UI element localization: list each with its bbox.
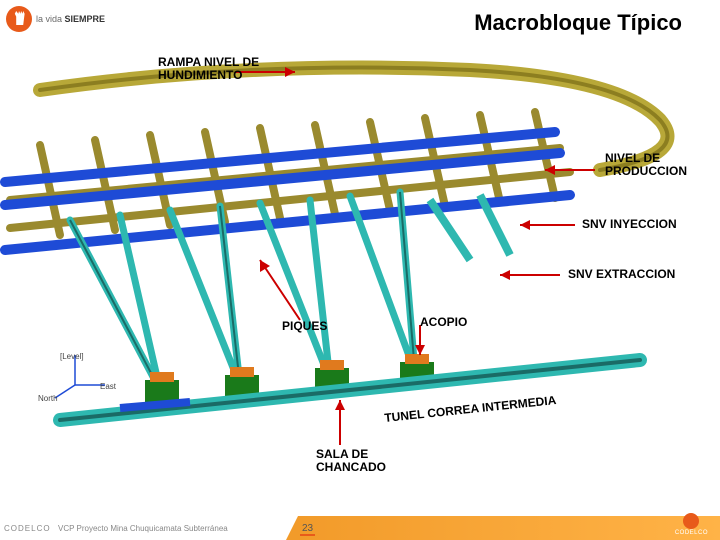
macrobloque-diagram [0, 50, 720, 480]
axis-east: East [100, 382, 116, 391]
page-title: Macrobloque Típico [474, 10, 682, 36]
axis-north: North [38, 394, 58, 403]
page-number: 23 [300, 523, 315, 536]
footer-brand-left: CODELCO [0, 516, 58, 540]
label-piques: PIQUES [282, 320, 327, 333]
logo-br-text: CODELCO [675, 530, 708, 536]
footer-bar [298, 516, 720, 540]
logo-br-icon [683, 513, 699, 529]
axis-level: [Level] [60, 352, 84, 361]
label-acopio: ACOPIO [420, 316, 467, 329]
logo-bottom-right: CODELCO [675, 513, 708, 536]
label-snv-inyeccion: SNV INYECCION [582, 218, 677, 231]
footer-project-name: VCP Proyecto Mina Chuquicamata Subterrán… [58, 516, 298, 540]
logo-text: la vida SIEMPRE [36, 15, 105, 24]
label-snv-extraccion: SNV EXTRACCION [568, 268, 675, 281]
logo-icon [6, 6, 32, 32]
logo-top: la vida SIEMPRE [6, 6, 105, 32]
footer: CODELCO VCP Proyecto Mina Chuquicamata S… [0, 516, 720, 540]
label-nivel-produccion: NIVEL DE PRODUCCION [605, 152, 687, 178]
label-sala-chancado: SALA DE CHANCADO [316, 448, 386, 474]
label-rampa: RAMPA NIVEL DE HUNDIMIENTO [158, 56, 259, 82]
